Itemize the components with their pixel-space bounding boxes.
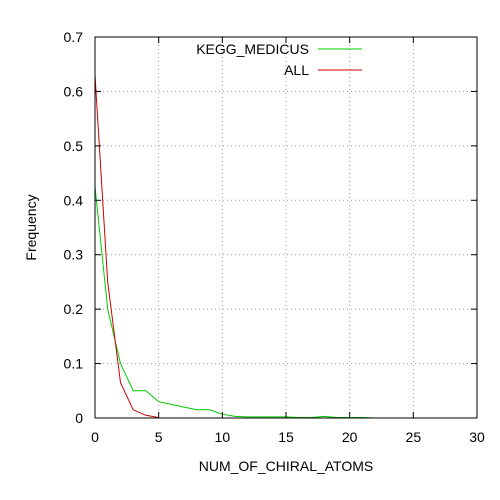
y-tick-label: 0.3 [64, 247, 84, 263]
axis-ticks: 0 5 10 15 20 25 30 0 0.1 0.2 0.3 0.4 0.5 0.6 0.7 [64, 29, 485, 445]
y-tick-label: 0.4 [64, 192, 84, 208]
x-tick-label: 10 [215, 429, 231, 445]
plot-frame [94, 36, 478, 419]
x-tick-label: 30 [469, 429, 485, 445]
x-tick-label: 5 [155, 429, 163, 445]
y-tick-label: 0 [75, 410, 83, 426]
x-tick-label: 25 [406, 429, 422, 445]
y-tick-label: 0.7 [64, 29, 84, 45]
legend: KEGG_MEDICUS ALL [196, 41, 362, 78]
y-tick-label: 0.5 [64, 138, 84, 154]
series-line-all [94, 75, 159, 418]
y-tick-label: 0.2 [64, 301, 84, 317]
series-line-kegg-medicus [94, 186, 376, 419]
x-axis-label: NUM_OF_CHIRAL_ATOMS [199, 458, 374, 474]
grid [95, 37, 477, 418]
x-tick-label: 15 [278, 429, 294, 445]
y-tick-label: 0.1 [64, 356, 84, 372]
y-axis-label: Frequency [23, 194, 39, 260]
legend-label: KEGG_MEDICUS [196, 41, 309, 57]
x-tick-label: 0 [91, 429, 99, 445]
legend-label: ALL [284, 62, 309, 78]
x-tick-label: 20 [342, 429, 358, 445]
y-tick-label: 0.6 [64, 83, 84, 99]
series-layer [94, 75, 376, 419]
